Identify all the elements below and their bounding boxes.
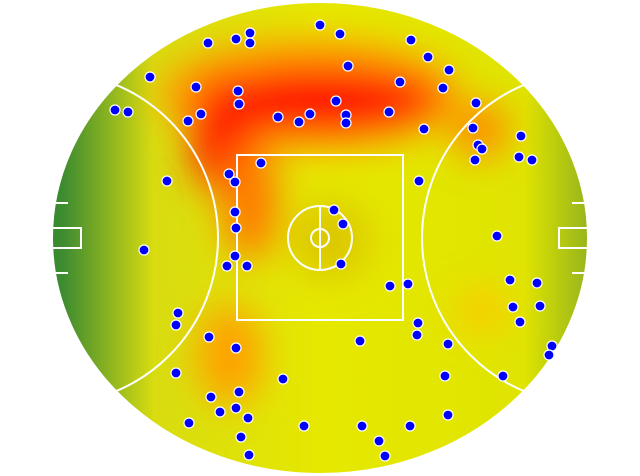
point xyxy=(230,222,242,234)
point xyxy=(526,154,538,166)
point xyxy=(442,409,454,421)
point xyxy=(534,300,546,312)
point xyxy=(439,370,451,382)
point xyxy=(170,319,182,331)
point xyxy=(272,111,284,123)
point xyxy=(330,95,342,107)
point xyxy=(109,104,121,116)
point xyxy=(233,386,245,398)
point xyxy=(335,258,347,270)
point xyxy=(543,349,555,361)
point xyxy=(334,28,346,40)
point xyxy=(356,420,368,432)
point xyxy=(170,367,182,379)
point xyxy=(161,175,173,187)
point xyxy=(384,280,396,292)
point xyxy=(221,260,233,272)
point xyxy=(255,157,267,169)
point xyxy=(342,60,354,72)
point xyxy=(469,154,481,166)
point xyxy=(379,450,391,462)
point xyxy=(328,204,340,216)
point xyxy=(491,230,503,242)
point xyxy=(205,391,217,403)
point xyxy=(182,115,194,127)
point xyxy=(442,338,454,350)
point xyxy=(413,175,425,187)
point xyxy=(497,370,509,382)
point xyxy=(470,97,482,109)
point xyxy=(404,420,416,432)
point xyxy=(144,71,156,83)
point xyxy=(203,331,215,343)
point xyxy=(394,76,406,88)
point xyxy=(172,307,184,319)
point xyxy=(314,19,326,31)
point xyxy=(214,406,226,418)
point xyxy=(122,106,134,118)
point xyxy=(232,85,244,97)
point xyxy=(411,329,423,341)
point xyxy=(515,130,527,142)
point xyxy=(383,106,395,118)
point xyxy=(298,420,310,432)
point xyxy=(354,335,366,347)
point xyxy=(340,117,352,129)
point xyxy=(467,122,479,134)
point xyxy=(513,151,525,163)
point xyxy=(277,373,289,385)
point xyxy=(243,449,255,461)
point xyxy=(244,27,256,39)
point xyxy=(235,431,247,443)
point xyxy=(229,250,241,262)
point xyxy=(405,34,417,46)
point xyxy=(437,82,449,94)
point xyxy=(304,108,316,120)
point xyxy=(230,342,242,354)
point xyxy=(138,244,150,256)
point xyxy=(229,206,241,218)
point xyxy=(514,316,526,328)
point xyxy=(233,98,245,110)
point xyxy=(337,218,349,230)
point xyxy=(230,402,242,414)
point xyxy=(476,143,488,155)
point xyxy=(402,278,414,290)
point xyxy=(504,274,516,286)
point xyxy=(190,81,202,93)
point xyxy=(230,33,242,45)
point xyxy=(244,37,256,49)
point xyxy=(223,168,235,180)
point xyxy=(183,417,195,429)
point xyxy=(293,116,305,128)
point xyxy=(195,108,207,120)
point xyxy=(443,64,455,76)
point xyxy=(422,51,434,63)
point xyxy=(531,277,543,289)
point xyxy=(412,317,424,329)
point xyxy=(373,435,385,447)
point xyxy=(507,301,519,313)
point xyxy=(241,260,253,272)
point xyxy=(229,176,241,188)
point xyxy=(418,123,430,135)
point xyxy=(202,37,214,49)
point xyxy=(242,412,254,424)
